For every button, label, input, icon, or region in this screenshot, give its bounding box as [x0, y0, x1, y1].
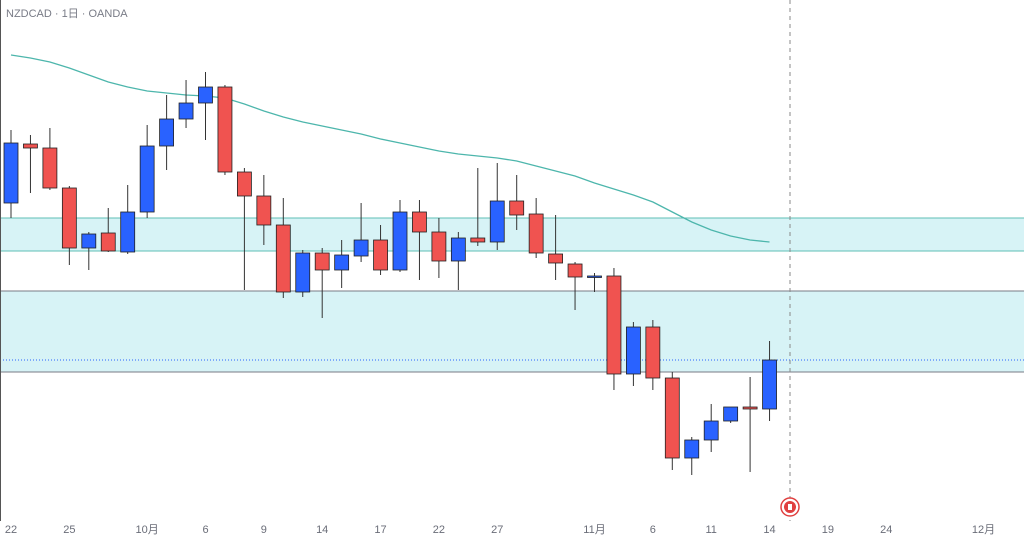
candle-body	[664, 377, 680, 459]
candle-body	[470, 237, 486, 243]
candle-body	[587, 275, 602, 278]
candle-body	[42, 147, 58, 189]
x-tick-label: 25	[63, 524, 75, 536]
candle-body	[742, 406, 758, 410]
candle-body	[392, 211, 408, 271]
candle-body	[334, 254, 350, 271]
candle-body	[762, 359, 777, 410]
candle-body	[61, 187, 77, 249]
x-tick-label: 17	[374, 524, 386, 536]
candle-body	[3, 142, 19, 204]
candle-body	[528, 213, 544, 254]
x-tick-label: 11	[705, 524, 716, 536]
candle-body	[217, 86, 233, 173]
candle-body	[159, 118, 175, 147]
x-tick-label: 11月	[583, 524, 605, 536]
x-tick-label: 22	[5, 524, 17, 536]
candle-body	[684, 439, 700, 459]
candle-body	[139, 145, 155, 213]
x-tick-label: 19	[822, 524, 834, 536]
candle-body	[256, 195, 272, 226]
x-tick-label: 14	[316, 524, 328, 536]
candle-body	[120, 211, 136, 253]
candle-body	[645, 326, 661, 379]
zone	[0, 218, 1024, 251]
candle-body	[353, 239, 369, 257]
candle-body	[236, 171, 252, 197]
candle-body	[178, 102, 194, 120]
candle-body	[23, 143, 38, 149]
candle-body	[548, 253, 563, 264]
x-tick-label: 9	[261, 524, 267, 536]
candle-body	[567, 263, 583, 278]
candle-body	[295, 252, 311, 293]
candle-body	[703, 420, 719, 441]
candle-body	[100, 232, 116, 252]
x-tick-label: 12月	[972, 524, 995, 536]
x-tick-label: 24	[880, 524, 892, 536]
candle-body	[606, 275, 622, 375]
x-tick-label: 10月	[136, 524, 159, 536]
x-tick-label: 27	[491, 524, 503, 536]
x-tick-label: 14	[763, 524, 775, 536]
candle-body	[275, 224, 291, 293]
candle-body	[450, 237, 466, 262]
candle-body	[509, 200, 525, 216]
candle-body	[723, 406, 739, 422]
x-tick-label: 22	[433, 524, 445, 536]
flag-icon	[780, 497, 800, 517]
candle-body	[489, 200, 505, 243]
zone	[0, 291, 1024, 372]
x-tick-label: 6	[202, 524, 208, 536]
candle-body	[81, 233, 97, 249]
moving-average	[10, 54, 770, 243]
candle-body	[626, 326, 641, 375]
chart-title: NZDCAD · 1日 · OANDA	[6, 8, 128, 20]
x-tick-label: 6	[650, 524, 656, 536]
candle-body	[314, 252, 330, 271]
candle-body	[412, 211, 427, 233]
candle-body	[198, 86, 213, 104]
plot	[0, 54, 1024, 475]
candle-body	[373, 239, 388, 271]
candle-body	[431, 231, 447, 262]
